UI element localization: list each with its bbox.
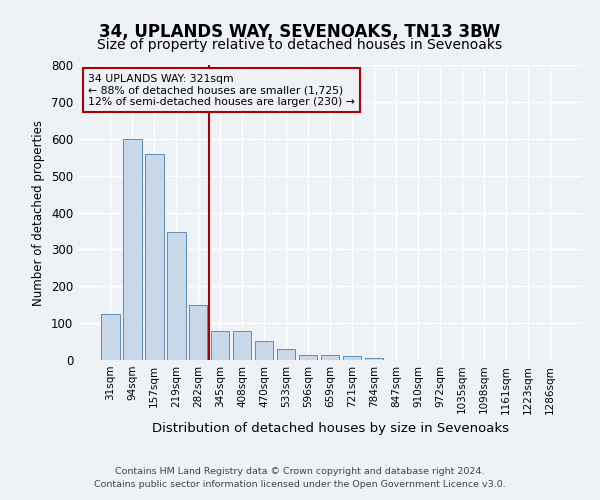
Bar <box>123 138 142 360</box>
Bar <box>255 341 274 360</box>
Bar <box>277 349 295 360</box>
Text: Contains public sector information licensed under the Open Government Licence v3: Contains public sector information licen… <box>94 480 506 489</box>
Bar <box>145 154 164 360</box>
Bar <box>299 355 317 360</box>
Bar <box>167 232 185 360</box>
Bar <box>320 355 340 360</box>
Bar <box>211 331 229 360</box>
Text: Size of property relative to detached houses in Sevenoaks: Size of property relative to detached ho… <box>97 38 503 52</box>
Text: Contains HM Land Registry data © Crown copyright and database right 2024.: Contains HM Land Registry data © Crown c… <box>115 467 485 476</box>
Bar <box>189 304 208 360</box>
Y-axis label: Number of detached properties: Number of detached properties <box>32 120 46 306</box>
X-axis label: Distribution of detached houses by size in Sevenoaks: Distribution of detached houses by size … <box>151 422 509 435</box>
Text: 34 UPLANDS WAY: 321sqm
← 88% of detached houses are smaller (1,725)
12% of semi-: 34 UPLANDS WAY: 321sqm ← 88% of detached… <box>88 74 355 107</box>
Text: 34, UPLANDS WAY, SEVENOAKS, TN13 3BW: 34, UPLANDS WAY, SEVENOAKS, TN13 3BW <box>100 22 500 40</box>
Bar <box>233 331 251 360</box>
Bar <box>343 356 361 360</box>
Bar <box>101 314 119 360</box>
Bar <box>365 358 383 360</box>
